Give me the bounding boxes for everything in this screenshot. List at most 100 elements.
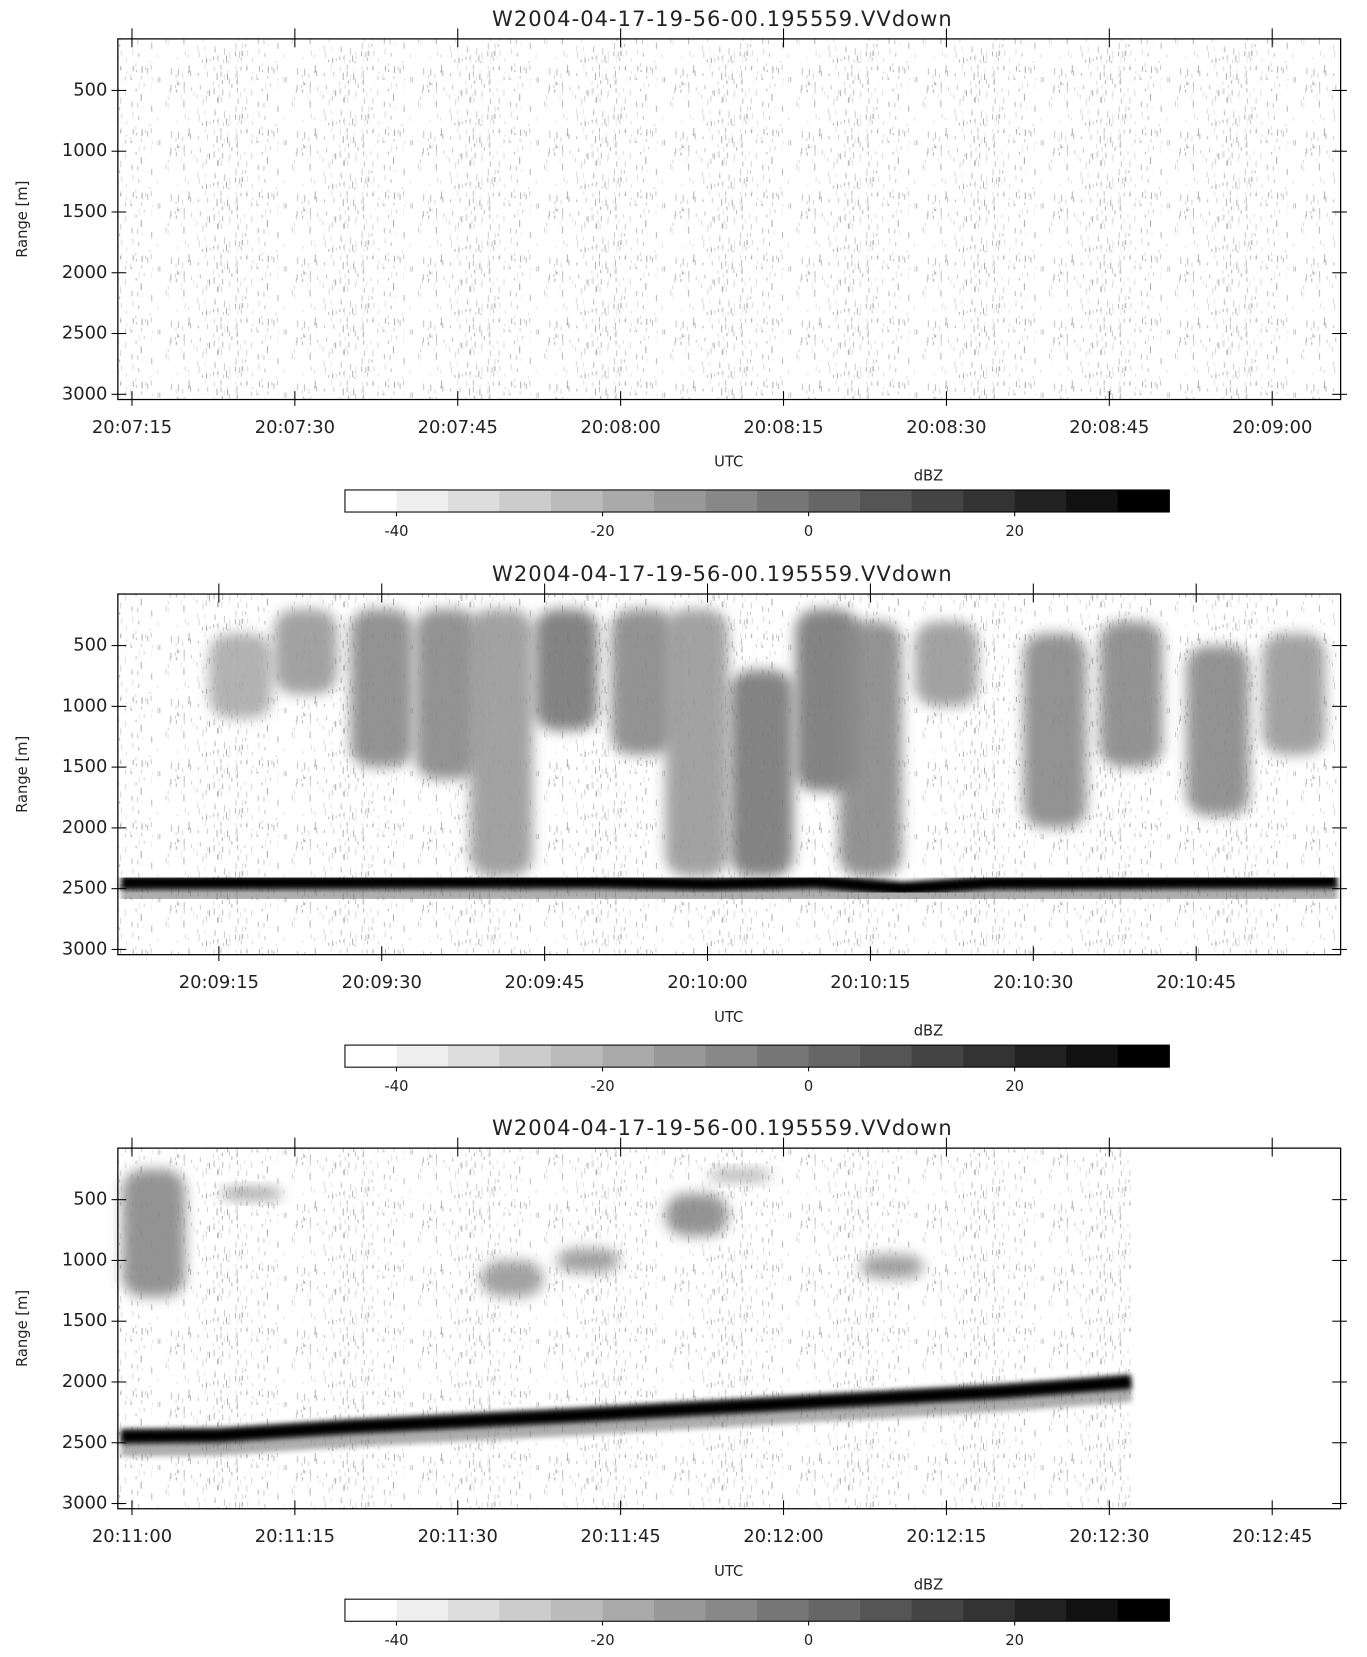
x-tick-label: 20:10:00 (667, 972, 747, 993)
x-axis-label: UTC (714, 454, 743, 471)
echo (1023, 633, 1087, 828)
colorbar-cell (808, 1599, 861, 1622)
y-tick-label: 2500 (62, 878, 107, 899)
colorbar-cell (396, 1045, 449, 1068)
chart-title: W2004-04-17-19-56-00.195559.VVdown (492, 6, 953, 31)
colorbar-cell (911, 489, 964, 513)
x-tick-label: 20:11:15 (255, 1526, 335, 1547)
colorbar-cell (602, 1599, 655, 1622)
x-tick-label: 20:09:30 (342, 972, 422, 993)
echo (1262, 633, 1326, 755)
x-tick-label: 20:12:15 (906, 1526, 986, 1547)
echo (665, 1193, 729, 1237)
colorbar-cell (911, 1599, 964, 1622)
x-tick-label: 20:12:30 (1069, 1526, 1149, 1547)
y-tick-label: 500 (73, 1189, 107, 1210)
x-tick-label: 20:08:30 (906, 417, 986, 438)
echo (1099, 621, 1163, 768)
panel: W2004-04-17-19-56-00.195559.VVdown 500 100… (14, 561, 1347, 1095)
echo (665, 609, 729, 877)
colorbar-cell (654, 1045, 707, 1068)
x-tick-label: 20:08:15 (743, 417, 823, 438)
chart-title: W2004-04-17-19-56-00.195559.VVdown (492, 1115, 953, 1140)
colorbar-cell (602, 489, 655, 513)
colorbar-tick-label: 20 (1005, 1078, 1024, 1095)
x-tick-label: 20:09:15 (179, 972, 259, 993)
colorbar-cell (447, 489, 501, 513)
echo (415, 609, 479, 780)
colorbar-tick-label: -20 (591, 1078, 615, 1095)
colorbar-cell (499, 1599, 552, 1622)
echo (480, 1260, 544, 1297)
x-tick-label: 20:09:45 (505, 972, 585, 993)
colorbar-cell (1066, 489, 1119, 513)
echo (469, 609, 533, 877)
y-tick-label: 2000 (62, 262, 107, 283)
y-tick-label: 3000 (62, 938, 107, 959)
colorbar-cell (499, 489, 552, 513)
surface-echo (121, 1375, 1132, 1444)
echo (708, 1169, 772, 1182)
x-axis-label: UTC (714, 1563, 743, 1580)
x-tick-label: 20:07:30 (255, 417, 335, 438)
colorbar-tick-label: -40 (384, 1632, 408, 1649)
y-tick-label: 1000 (62, 140, 107, 161)
x-axis-label: UTC (714, 1009, 743, 1026)
colorbar-cell (757, 1045, 810, 1068)
colorbar-cell (860, 489, 913, 513)
echo (838, 621, 902, 877)
y-tick-label: 3000 (62, 1493, 107, 1514)
colorbar-label: dBZ (914, 467, 944, 484)
y-tick-label: 1500 (62, 1310, 107, 1331)
echo (219, 1187, 283, 1200)
colorbar-cell (1066, 1045, 1119, 1068)
y-tick-label: 1500 (62, 756, 107, 777)
colorbar-cell (1117, 489, 1170, 513)
y-tick-label: 1000 (62, 695, 107, 716)
colorbar-cell (447, 1045, 501, 1068)
colorbar-cell (344, 1599, 397, 1622)
echo (274, 609, 338, 695)
colorbar-cell (705, 1599, 758, 1622)
x-tick-label: 20:12:45 (1232, 1526, 1312, 1547)
y-tick-label: 1000 (62, 1249, 107, 1270)
y-axis-label: Range [m] (14, 181, 31, 258)
colorbar-cell (654, 489, 707, 513)
colorbar-cell (344, 1045, 397, 1068)
x-tick-label: 20:08:45 (1069, 417, 1149, 438)
y-axis-label: Range [m] (14, 1290, 31, 1367)
colorbar-cell (396, 489, 449, 513)
colorbar-cell (1117, 1599, 1170, 1622)
echo (534, 609, 598, 731)
colorbar-tick-label: -40 (384, 1078, 408, 1095)
panel: W2004-04-17-19-56-00.195559.VVdown 500 100… (14, 1115, 1347, 1649)
y-tick-label: 2500 (62, 323, 107, 344)
colorbar-frame (344, 489, 1170, 513)
colorbar-cell (1014, 489, 1067, 513)
colorbar-cell (808, 1045, 861, 1068)
colorbar-tick-label: -40 (384, 523, 408, 540)
surface-echo (121, 874, 1338, 896)
colorbar-cell (551, 1599, 604, 1622)
colorbar-tick-label: 20 (1005, 1632, 1024, 1649)
x-tick-label: 20:09:00 (1232, 417, 1312, 438)
x-tick-label: 20:12:00 (743, 1526, 823, 1547)
y-tick-label: 500 (73, 79, 107, 100)
colorbar-cell (705, 1045, 758, 1068)
echo (122, 1169, 186, 1297)
echo (914, 621, 978, 707)
colorbar-cell (551, 1045, 604, 1068)
colorbar-cell (963, 1599, 1016, 1622)
noise-background (117, 1148, 1132, 1509)
y-tick-label: 2500 (62, 1432, 107, 1453)
panel: W2004-04-17-19-56-00.195559.VVdown 500 100… (14, 6, 1347, 540)
colorbar-tick-label: 0 (804, 523, 813, 540)
chart-title: W2004-04-17-19-56-00.195559.VVdown (492, 561, 953, 586)
colorbar-cell (911, 1045, 964, 1068)
colorbar-cell (808, 489, 861, 513)
x-tick-label: 20:10:15 (830, 972, 910, 993)
x-tick-label: 20:07:45 (418, 417, 498, 438)
colorbar-cell (1066, 1599, 1119, 1622)
colorbar-cell (396, 1599, 449, 1622)
